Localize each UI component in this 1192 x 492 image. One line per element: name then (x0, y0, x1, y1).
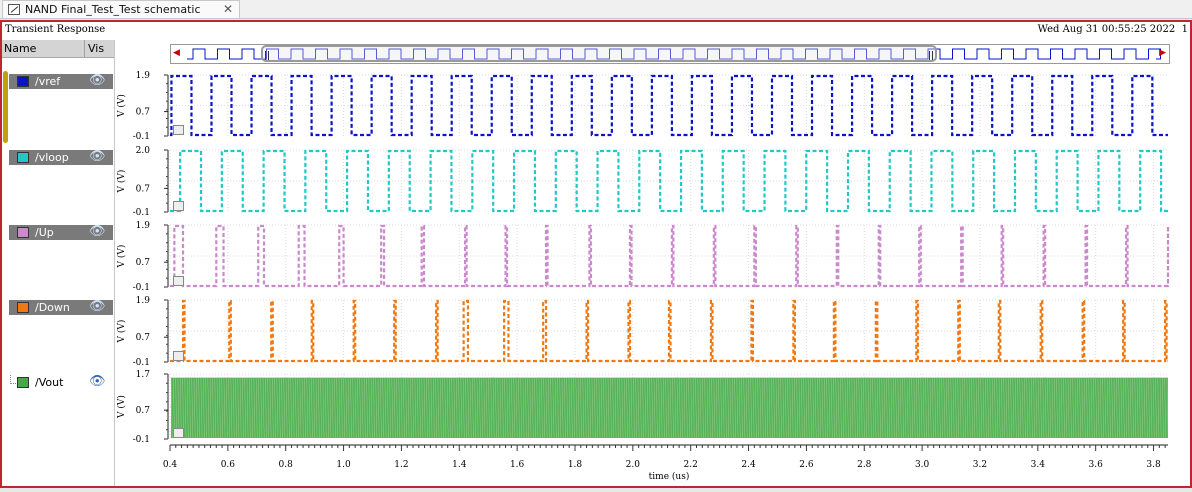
eye-icon[interactable]: 👁 (89, 149, 106, 164)
legend-label: /vref (35, 75, 61, 88)
y-axis-label: V (V) (116, 94, 127, 118)
overview-trace (187, 48, 1161, 60)
zoom-icon[interactable] (173, 351, 184, 361)
y-tick-label: -0.1 (133, 283, 150, 293)
y-tick-label: 1.9 (136, 296, 151, 306)
legend-swatch (17, 152, 29, 163)
y-tick-label: -0.1 (133, 132, 150, 142)
waveform-Vout-dense (170, 377, 1169, 439)
y-tick-label: 0.7 (136, 258, 151, 268)
zoom-icon[interactable] (173, 428, 184, 438)
x-tick-label: 3.2 (973, 460, 987, 470)
legend-header-vis: Vis (84, 40, 104, 57)
legend-label: /Vout (35, 376, 64, 389)
plot-title: Transient Response (5, 24, 106, 35)
y-tick-label: 0.7 (136, 184, 151, 194)
y-tick-label: 1.9 (136, 71, 151, 81)
x-tick-label: 2.4 (741, 460, 756, 470)
selection-bracket (3, 71, 8, 143)
x-tick-label: 3.0 (915, 460, 930, 470)
panel-vref: 1.9 0.7 -0.1 V (V) (116, 71, 1168, 142)
x-tick-label: 3.6 (1089, 460, 1104, 470)
y-tick-label: 0.7 (136, 108, 151, 118)
legend-panel: Name Vis /vref 👁 /vloop 👁 /Up 👁 /Down 👁 /Vout 👁 (2, 40, 115, 486)
y-tick-label: -0.1 (133, 358, 150, 368)
y-tick-label: 1.9 (136, 221, 151, 231)
y-tick-label: -0.1 (133, 208, 150, 218)
legend-swatch (17, 76, 29, 87)
panel-vout: 1.7 0.7 -0.1 V (V) (116, 370, 1169, 445)
x-axis-label: time (us) (649, 471, 690, 482)
x-tick-label: 3.8 (1146, 460, 1161, 470)
y-tick-label: 1.7 (136, 370, 151, 380)
y-tick-label: 0.7 (136, 406, 151, 416)
zoom-icon[interactable] (173, 276, 184, 286)
legend-swatch (17, 302, 29, 313)
legend-header: Name Vis (2, 40, 114, 58)
tree-connector (10, 375, 16, 384)
x-tick-label: 2.2 (684, 460, 698, 470)
x-axis: 0.4 0.6 0.8 1.0 1.2 1.4 1.6 1.8 2.0 2.2 2.4 2.6 2.8 3… (163, 444, 1168, 482)
eye-icon[interactable]: 👁 (89, 73, 106, 88)
legend-swatch (17, 227, 29, 238)
scroll-right-icon[interactable]: ▶ (1159, 48, 1166, 58)
thumb-right-handle[interactable] (929, 51, 933, 60)
y-tick-label: -0.1 (133, 435, 150, 445)
eye-icon[interactable]: 👁 (89, 299, 106, 314)
x-tick-label: 1.2 (394, 460, 408, 470)
tab-bar: NAND Final_Test_Test schematic ✕ (0, 0, 1192, 19)
x-tick-label: 1.0 (336, 460, 351, 470)
tab-schematic[interactable]: NAND Final_Test_Test schematic ✕ (2, 0, 240, 18)
x-tick-label: 1.6 (510, 460, 525, 470)
waveform-Vout-envelope (171, 377, 1168, 438)
waveform-Down (170, 299, 1168, 363)
y-axis-label: V (V) (116, 320, 127, 344)
zoom-icon[interactable] (173, 201, 184, 211)
thumb-left-handle[interactable] (265, 51, 269, 60)
panel-down: 1.9 0.7 -0.1 V (V) (116, 296, 1168, 368)
legend-header-name: Name (4, 42, 37, 55)
y-tick-label: 2.0 (136, 146, 151, 156)
legend-item-up[interactable]: /Up 👁 (9, 224, 113, 240)
legend-item-vloop[interactable]: /vloop 👁 (9, 149, 113, 165)
overview-waveform (187, 48, 1161, 60)
x-tick-label: 2.0 (626, 460, 641, 470)
x-tick-label: 2.8 (857, 460, 872, 470)
y-tick-label: 0.7 (136, 333, 151, 343)
schematic-icon (8, 4, 20, 15)
waveform-vloop (170, 149, 1168, 213)
x-tick-label: 3.4 (1031, 460, 1046, 470)
page-number: 1 (1181, 24, 1188, 35)
waveform-Up (170, 224, 1170, 288)
x-tick-label: 0.4 (163, 460, 178, 470)
tab-title: NAND Final_Test_Test schematic (25, 3, 201, 16)
legend-item-vref[interactable]: /vref 👁 (9, 73, 113, 89)
x-tick-label: 1.8 (568, 460, 583, 470)
plot-date: Wed Aug 31 00:55:25 2022 1 (1037, 24, 1188, 35)
y-axis-label: V (V) (116, 395, 127, 419)
legend-item-down[interactable]: /Down 👁 (9, 299, 113, 315)
legend-swatch (17, 377, 29, 388)
x-tick-label: 1.4 (452, 460, 467, 470)
x-tick-label: 0.6 (221, 460, 236, 470)
scroll-left-icon[interactable]: ◀ (173, 48, 180, 58)
zoom-icon[interactable] (173, 125, 184, 135)
scroll-thumb[interactable] (261, 45, 937, 62)
legend-label: /vloop (35, 151, 69, 164)
x-tick-label: 2.6 (799, 460, 814, 470)
panel-vloop: 2.0 0.7 -0.1 V (V) (116, 146, 1168, 218)
x-tick-label: 0.8 (279, 460, 294, 470)
y-axis-label: V (V) (116, 245, 127, 269)
legend-item-vout[interactable]: /Vout 👁 (9, 374, 113, 390)
eye-icon[interactable]: 👁 (89, 374, 106, 389)
close-icon[interactable]: ✕ (223, 2, 234, 16)
waveform-vref (170, 74, 1168, 137)
y-axis-label: V (V) (116, 170, 127, 194)
legend-label: /Up (35, 226, 54, 239)
time-scrollbar[interactable]: ◀ ▶ (170, 44, 1170, 64)
eye-icon[interactable]: 👁 (89, 224, 106, 239)
legend-label: /Down (35, 301, 70, 314)
panel-up: 1.9 0.7 -0.1 V (V) (116, 221, 1170, 293)
